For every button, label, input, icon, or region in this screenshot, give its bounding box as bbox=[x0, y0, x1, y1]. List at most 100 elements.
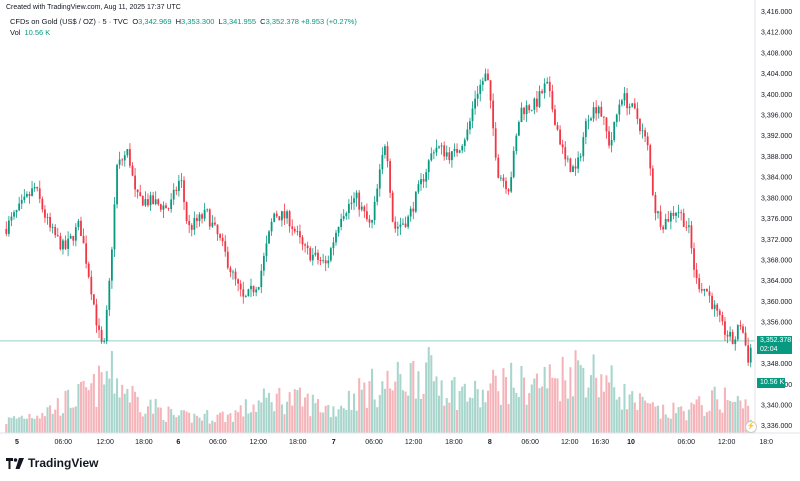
volume-bar bbox=[141, 416, 144, 433]
volume-bar bbox=[249, 412, 253, 433]
candle bbox=[255, 286, 258, 297]
volume-bar bbox=[121, 384, 124, 433]
volume-bar bbox=[638, 393, 641, 433]
volume-bar bbox=[175, 417, 178, 433]
candle bbox=[121, 158, 124, 166]
volume-bar bbox=[23, 418, 26, 433]
volume-bar bbox=[422, 393, 425, 433]
volume-bar bbox=[355, 410, 358, 433]
candle bbox=[355, 190, 358, 207]
time-axis[interactable]: 5 06:00 12:00 18:00 6 06:00 12:00 18:00 7 06:00 12… bbox=[15, 439, 773, 446]
candle bbox=[469, 117, 471, 135]
volume-bar bbox=[100, 372, 103, 433]
candle bbox=[188, 214, 191, 234]
volume-bar bbox=[538, 388, 541, 433]
candlesticks bbox=[5, 68, 752, 368]
volume-bar bbox=[741, 408, 745, 433]
volume-bar bbox=[157, 407, 160, 433]
candle bbox=[577, 151, 580, 174]
candle bbox=[391, 190, 394, 223]
volume-bar bbox=[595, 377, 598, 433]
candle bbox=[466, 122, 469, 142]
volume-bar bbox=[695, 399, 698, 433]
volume-bar bbox=[597, 397, 600, 433]
volume-bar bbox=[718, 409, 721, 433]
candle bbox=[675, 212, 677, 223]
volume-bar bbox=[152, 413, 155, 433]
volume-bar bbox=[646, 402, 649, 433]
price-tick-label: 3,408.000 bbox=[761, 50, 792, 57]
volume-bar bbox=[381, 381, 384, 433]
candle bbox=[208, 208, 211, 230]
candle bbox=[185, 201, 188, 224]
lightning-icon[interactable]: ⚡ bbox=[745, 421, 757, 433]
volume-bar bbox=[649, 403, 652, 433]
candle bbox=[626, 88, 628, 116]
volume-bar bbox=[126, 388, 129, 433]
volume-bar bbox=[525, 404, 528, 433]
volume-bar bbox=[504, 377, 508, 433]
volume-bar bbox=[43, 416, 46, 433]
volume-bar bbox=[582, 367, 585, 433]
volume-bar bbox=[471, 398, 474, 433]
last-price-tag: 3,352.378 02:04 bbox=[757, 336, 792, 354]
close-value: 3,352.378 bbox=[265, 17, 299, 26]
volume-bar bbox=[685, 420, 688, 433]
volume-bar bbox=[185, 411, 188, 433]
volume-bar bbox=[474, 380, 477, 433]
candle bbox=[420, 173, 422, 191]
candle bbox=[407, 214, 410, 230]
volume-bar bbox=[103, 384, 106, 433]
volume-bar bbox=[265, 397, 268, 433]
price-axis[interactable]: 3,416.000 3,412.000 3,408.000 3,404.000 3,40… bbox=[761, 9, 792, 430]
volume-bar bbox=[633, 402, 636, 433]
volume-bar bbox=[327, 404, 330, 433]
candle bbox=[572, 164, 574, 173]
volume-bars bbox=[5, 347, 752, 433]
candle bbox=[633, 98, 636, 110]
candle bbox=[672, 206, 675, 220]
time-tick-label: 06:00 bbox=[55, 439, 73, 446]
price-tick-label: 3,364.000 bbox=[761, 278, 792, 285]
candle bbox=[677, 204, 680, 218]
volume-bar bbox=[458, 390, 461, 433]
candle bbox=[430, 147, 433, 162]
volume-bar bbox=[316, 399, 319, 433]
volume-bar bbox=[546, 388, 549, 433]
candle bbox=[340, 213, 343, 231]
candle bbox=[548, 76, 551, 98]
volume-bar bbox=[703, 415, 706, 433]
candle bbox=[59, 232, 62, 251]
candle bbox=[311, 248, 314, 266]
candle bbox=[82, 228, 85, 244]
volume-bar bbox=[203, 413, 206, 433]
candle bbox=[49, 212, 51, 232]
volume-bar bbox=[10, 417, 13, 433]
candle bbox=[327, 255, 330, 269]
candle bbox=[33, 182, 36, 192]
volume-bar bbox=[739, 400, 742, 433]
volume-bar bbox=[456, 409, 459, 433]
candle bbox=[695, 262, 698, 284]
volume-bar bbox=[146, 406, 149, 433]
candle bbox=[206, 208, 209, 213]
volume-bar bbox=[644, 400, 647, 433]
volume-bar bbox=[450, 380, 453, 433]
price-tick-label: 3,372.000 bbox=[761, 237, 792, 244]
candle bbox=[322, 253, 325, 264]
volume-bar bbox=[391, 390, 394, 433]
volume-legend: Vol 10.56 K bbox=[10, 28, 51, 37]
candle bbox=[183, 176, 185, 211]
volume-bar bbox=[438, 395, 441, 433]
volume-bar bbox=[56, 398, 59, 433]
candle bbox=[443, 141, 446, 161]
candle bbox=[690, 220, 693, 254]
volume-bar bbox=[231, 421, 234, 433]
candle bbox=[494, 122, 497, 161]
candle bbox=[118, 151, 121, 169]
volume-bar bbox=[118, 397, 121, 433]
volume-bar bbox=[224, 422, 227, 433]
volume-bar bbox=[51, 413, 54, 433]
candle bbox=[448, 147, 451, 164]
